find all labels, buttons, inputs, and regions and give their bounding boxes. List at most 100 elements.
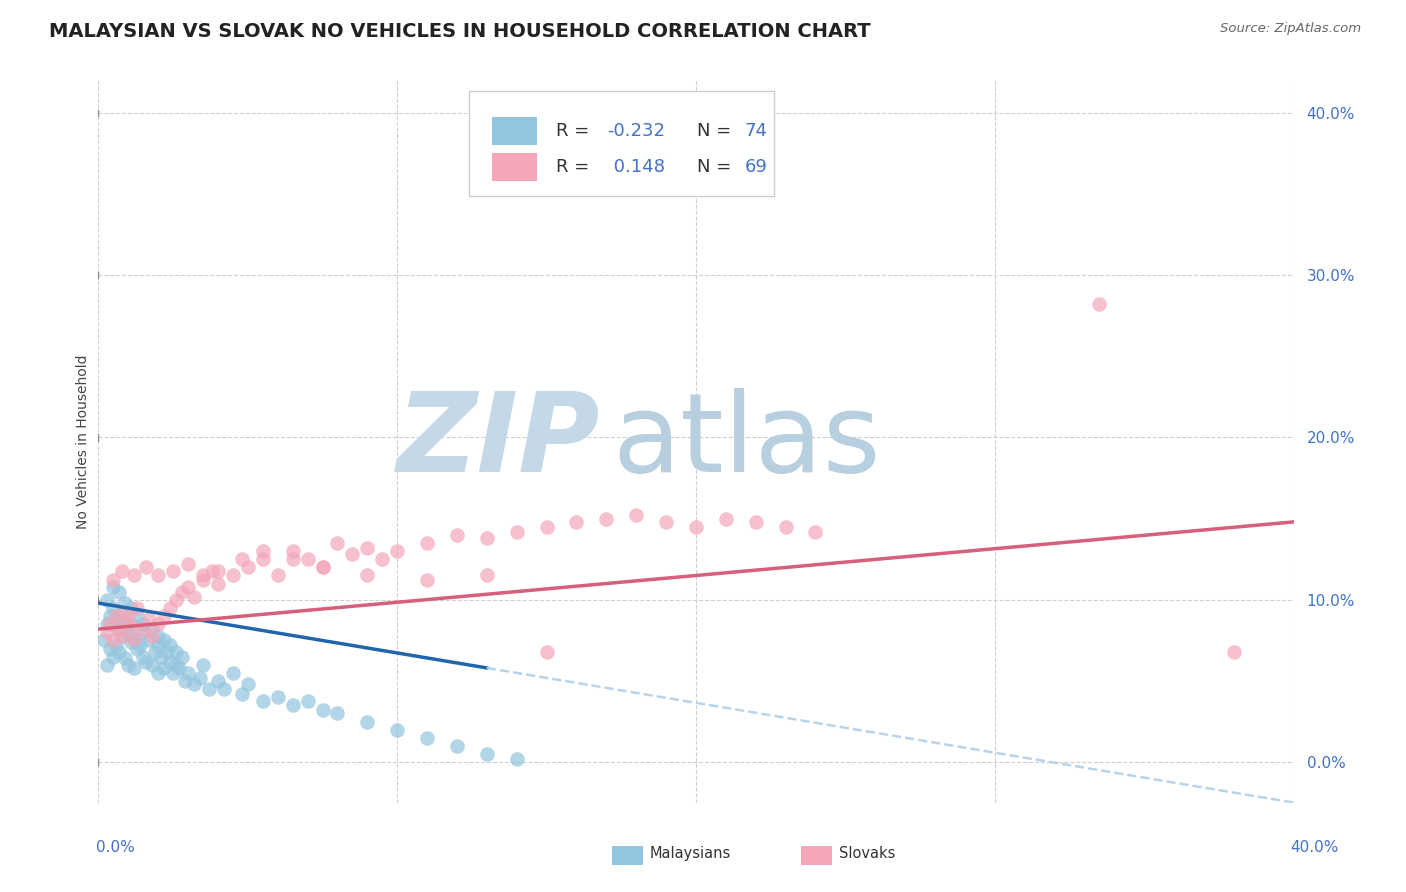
Point (98, 617, 122, 632)
Point (236, 560, 259, 574)
Point (105, 612, 128, 626)
Text: 74: 74 (745, 122, 768, 140)
Point (231, 687, 253, 701)
Point (356, 541, 378, 555)
Point (385, 544, 409, 558)
Point (114, 615, 136, 630)
Point (172, 584, 194, 599)
Point (297, 693, 319, 707)
Point (124, 661, 146, 675)
Point (167, 661, 190, 675)
Point (117, 657, 139, 672)
Point (198, 682, 221, 697)
Point (356, 568, 378, 582)
Point (565, 515, 588, 529)
Point (222, 568, 245, 582)
Point (127, 641, 149, 656)
Point (385, 723, 409, 737)
Point (1088, 297, 1111, 311)
Point (120, 617, 142, 632)
Text: atlas: atlas (613, 388, 880, 495)
Point (207, 673, 229, 688)
Point (475, 568, 498, 582)
Point (108, 622, 131, 636)
Point (371, 552, 394, 566)
Point (159, 655, 181, 669)
Point (212, 682, 235, 697)
Point (138, 633, 160, 648)
Point (188, 671, 211, 685)
Point (156, 645, 179, 659)
Point (117, 625, 139, 640)
Point (96, 617, 118, 632)
Point (127, 609, 149, 624)
Point (120, 635, 142, 649)
Point (108, 645, 131, 659)
Point (153, 661, 176, 675)
Point (207, 576, 229, 591)
Point (536, 645, 558, 659)
Point (281, 552, 304, 566)
Text: Malaysians: Malaysians (650, 847, 731, 861)
Point (595, 511, 617, 525)
Text: R =: R = (557, 122, 595, 140)
Point (416, 731, 439, 745)
Point (311, 560, 333, 574)
Point (775, 520, 797, 534)
Point (174, 673, 197, 688)
Point (342, 548, 364, 562)
Point (231, 552, 253, 566)
Point (745, 515, 768, 529)
Point (222, 665, 245, 680)
Point (159, 601, 181, 615)
Point (207, 564, 229, 578)
Point (138, 612, 160, 626)
Point (162, 665, 184, 680)
Point (162, 564, 184, 578)
Point (124, 568, 146, 582)
Point (120, 601, 142, 615)
Point (281, 698, 304, 713)
Point (191, 657, 214, 672)
Text: R =: R = (557, 158, 595, 176)
Point (153, 633, 176, 648)
Point (326, 706, 349, 721)
Point (626, 508, 648, 523)
Point (506, 752, 529, 766)
Point (150, 649, 173, 664)
Point (475, 747, 498, 761)
Point (111, 564, 134, 578)
Point (103, 649, 125, 664)
Point (416, 574, 439, 588)
Point (153, 609, 176, 624)
FancyBboxPatch shape (492, 117, 537, 145)
Point (124, 632, 146, 646)
Point (124, 632, 146, 646)
Point (148, 638, 170, 652)
Point (98, 609, 122, 624)
Text: 69: 69 (745, 158, 768, 176)
Point (129, 638, 152, 652)
Point (191, 568, 214, 582)
Text: N =: N = (697, 122, 737, 140)
Point (177, 557, 200, 571)
Point (111, 606, 134, 620)
Point (297, 552, 319, 566)
Point (132, 625, 155, 640)
Point (506, 524, 529, 539)
Point (111, 629, 134, 643)
Point (148, 629, 170, 643)
Text: Slovaks: Slovaks (839, 847, 896, 861)
Point (108, 584, 131, 599)
Text: -0.232: -0.232 (607, 122, 665, 140)
Point (252, 693, 274, 707)
Point (416, 536, 439, 550)
Point (252, 544, 274, 558)
Point (148, 665, 170, 680)
Point (93, 633, 115, 648)
Point (96, 592, 118, 607)
Point (172, 649, 194, 664)
Text: Source: ZipAtlas.com: Source: ZipAtlas.com (1220, 22, 1361, 36)
Text: 0.0%: 0.0% (96, 840, 135, 855)
Point (96, 657, 118, 672)
